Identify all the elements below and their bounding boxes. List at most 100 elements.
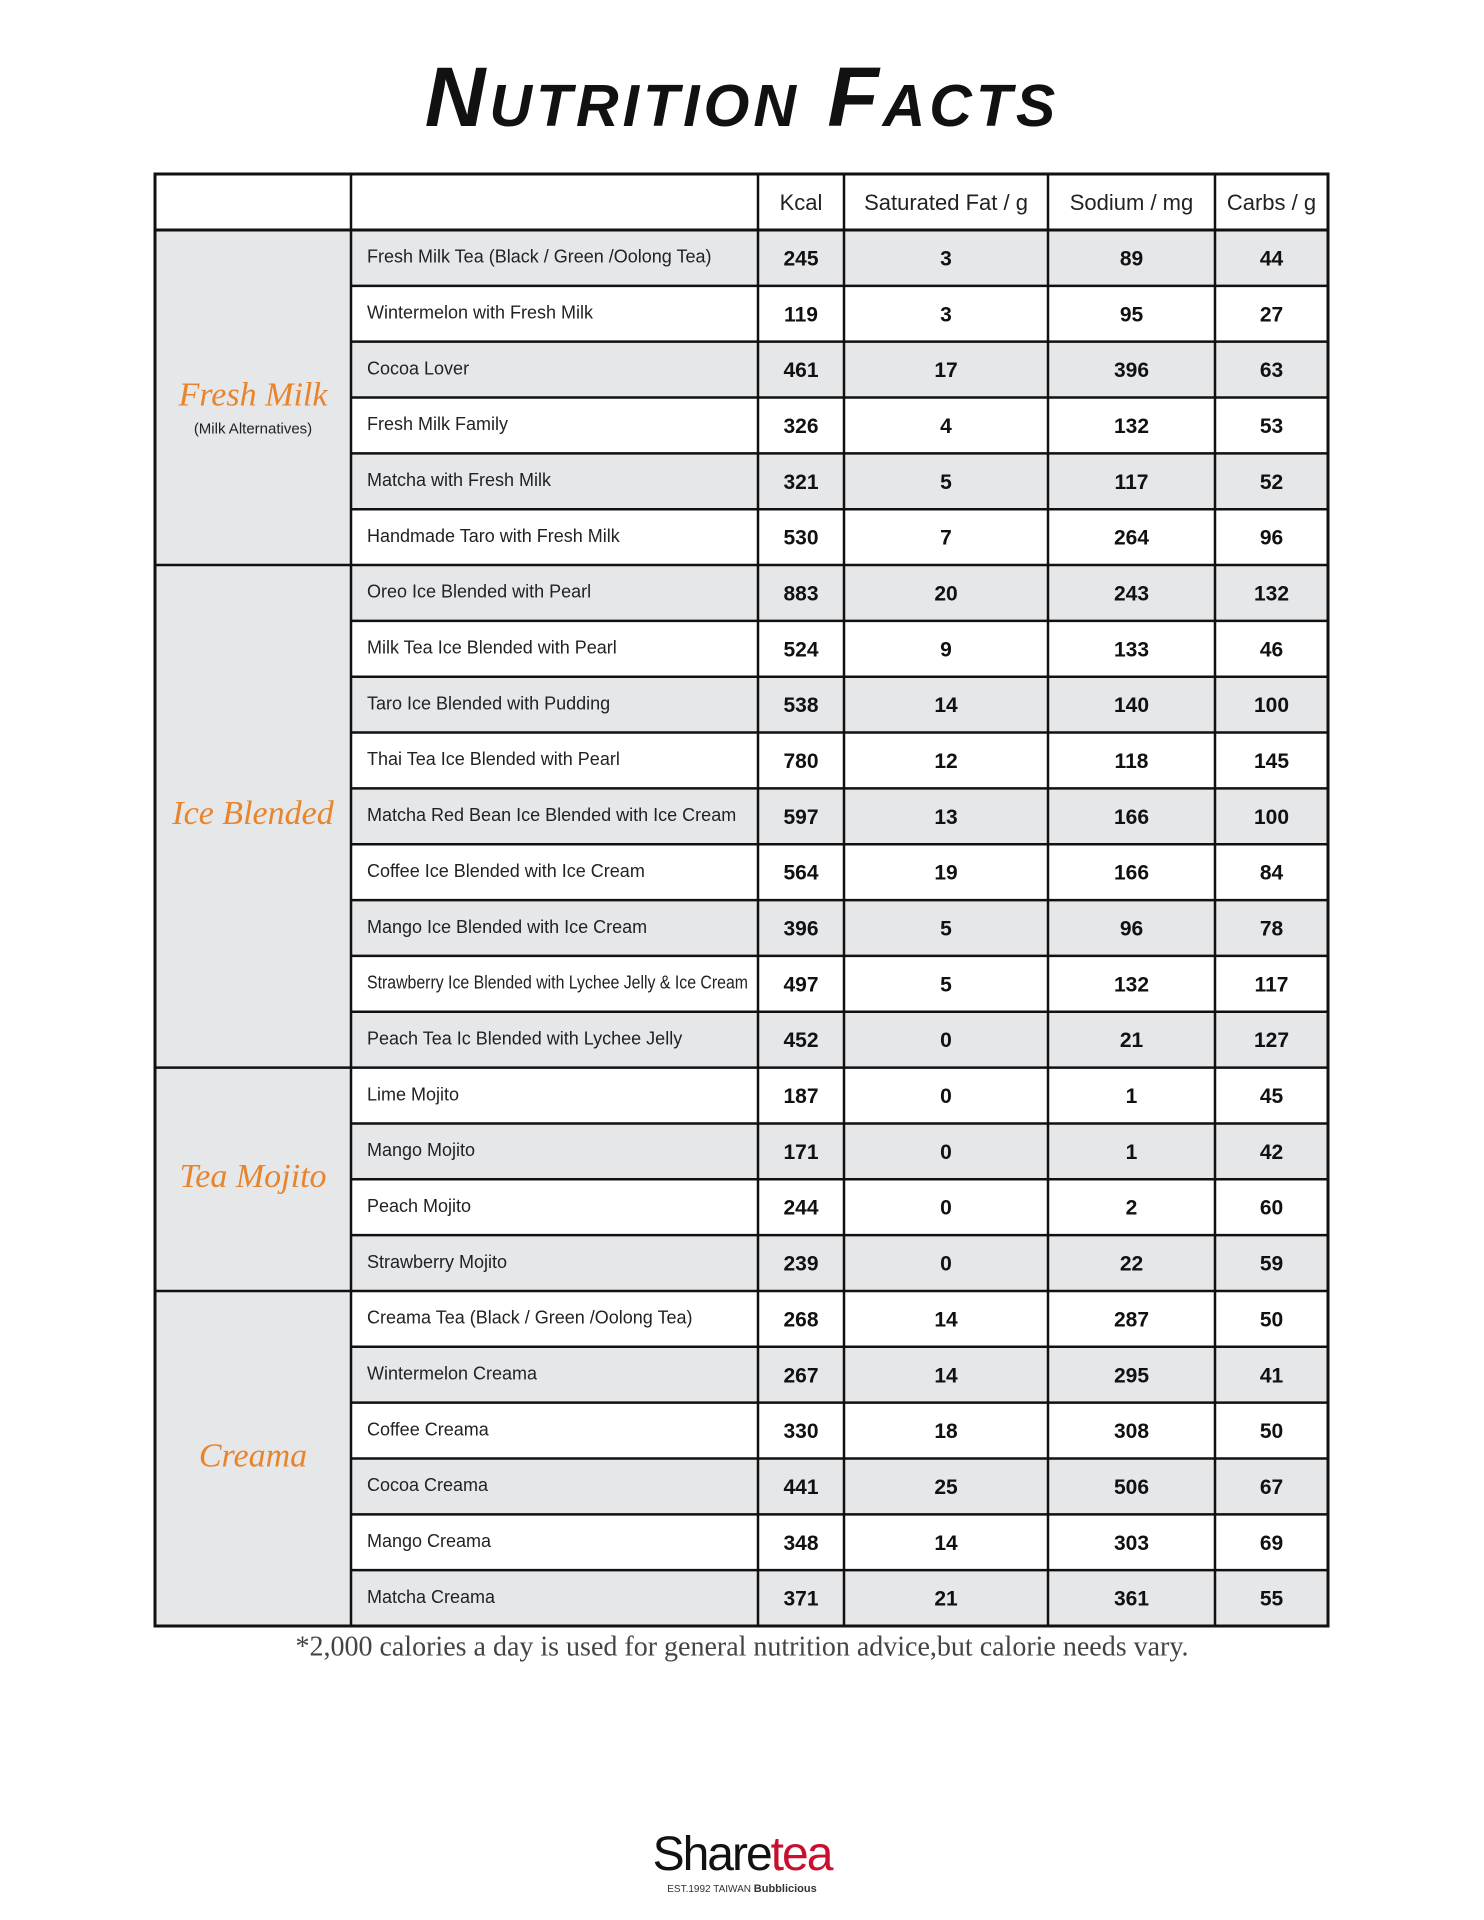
table-border	[153, 172, 1330, 1628]
item-name: Matcha Red Bean Ice Blended with Ice Cre…	[367, 805, 736, 825]
nutrient-value: 53	[1260, 415, 1283, 438]
item-name: Fresh Milk Tea (Black / Green /Oolong Te…	[367, 247, 711, 267]
nutrient-value: 243	[1114, 583, 1149, 606]
nutrient-value: 321	[783, 471, 818, 494]
nutrient-value: 396	[1114, 359, 1149, 382]
item-name: Oreo Ice Blended with Pearl	[367, 582, 591, 602]
nutrient-value: 13	[934, 806, 957, 829]
nutrient-value: 7	[940, 527, 952, 550]
nutrient-value: 46	[1260, 638, 1283, 661]
group-name: Fresh Milk	[178, 376, 329, 413]
nutrient-value: 60	[1260, 1197, 1283, 1220]
item-name: Lime Mojito	[367, 1084, 459, 1104]
nutrient-value: 244	[783, 1197, 818, 1220]
row-shade	[351, 1458, 1328, 1515]
nutrient-value: 330	[783, 1420, 818, 1443]
title: Nutrition Facts	[425, 50, 1060, 144]
row-shade	[351, 676, 1328, 733]
group-note: (Milk Alternatives)	[194, 420, 312, 437]
row-shade	[351, 341, 1328, 398]
group-cell	[155, 1067, 351, 1291]
nutrient-value: 117	[1255, 973, 1289, 996]
item-name: Cocoa Creama	[367, 1475, 489, 1495]
row-shade	[351, 453, 1328, 510]
nutrient-value: 96	[1260, 527, 1283, 550]
nutrient-value: 41	[1260, 1364, 1284, 1387]
nutrient-value: 42	[1260, 1141, 1283, 1164]
nutrient-value: 17	[934, 359, 957, 382]
nutrient-value: 3	[940, 247, 952, 270]
nutrient-value: 5	[940, 471, 952, 494]
nutrient-value: 264	[1114, 527, 1149, 550]
group-name: Tea Mojito	[179, 1158, 326, 1195]
nutrient-value: 452	[783, 1029, 818, 1052]
nutrient-value: 166	[1114, 862, 1149, 885]
nutrient-value: 22	[1120, 1253, 1143, 1276]
item-name: Fresh Milk Family	[367, 414, 508, 434]
nutrient-value: 21	[1120, 1029, 1144, 1052]
row-shade	[351, 788, 1328, 845]
nutrient-value: 326	[783, 415, 818, 438]
nutrient-value: 127	[1254, 1029, 1289, 1052]
nutrient-value: 0	[940, 1197, 952, 1220]
row-shade	[351, 1346, 1328, 1403]
nutrient-value: 84	[1260, 862, 1284, 885]
nutrient-value: 25	[934, 1476, 958, 1499]
item-name: Handmade Taro with Fresh Milk	[367, 526, 621, 546]
item-name: Creama Tea (Black / Green /Oolong Tea)	[367, 1308, 693, 1328]
nutrient-value: 14	[934, 694, 958, 717]
nutrient-value: 171	[783, 1141, 818, 1164]
nutrient-value: 132	[1114, 973, 1149, 996]
nutrient-value: 89	[1120, 247, 1143, 270]
nutrient-value: 145	[1254, 750, 1289, 773]
logo-share: Share	[653, 1828, 771, 1881]
nutrient-value: 132	[1114, 415, 1149, 438]
row-shade	[351, 565, 1328, 621]
nutrient-value: 268	[783, 1308, 818, 1331]
nutrient-value: 14	[934, 1364, 958, 1387]
item-name: Cocoa Lover	[367, 358, 469, 378]
nutrient-value: 308	[1114, 1420, 1149, 1443]
item-name: Coffee Ice Blended with Ice Cream	[367, 861, 645, 881]
nutrient-value: 45	[1260, 1085, 1284, 1108]
logo: Sharetea	[653, 1828, 834, 1881]
row-shade	[351, 230, 1328, 286]
nutrient-value: 245	[783, 247, 818, 270]
nutrient-value: 3	[940, 303, 952, 326]
group-cell	[155, 565, 351, 1068]
item-name: Thai Tea Ice Blended with Pearl	[367, 749, 620, 769]
nutrient-value: 564	[783, 862, 818, 885]
item-name: Matcha with Fresh Milk	[367, 470, 552, 490]
nutrient-value: 295	[1114, 1364, 1149, 1387]
item-name: Strawberry Mojito	[367, 1252, 507, 1272]
row-shade	[351, 900, 1328, 956]
nutrient-value: 133	[1114, 638, 1149, 661]
nutrient-value: 287	[1114, 1308, 1149, 1331]
nutrient-value: 21	[934, 1588, 958, 1611]
footnote: *2,000 calories a day is used for genera…	[295, 1631, 1188, 1662]
nutrient-value: 5	[940, 918, 952, 941]
nutrient-value: 267	[783, 1364, 818, 1387]
nutrient-value: 597	[783, 806, 818, 829]
row-shade	[351, 1011, 1328, 1068]
nutrient-value: 361	[1114, 1588, 1149, 1611]
nutrient-value: 50	[1260, 1420, 1283, 1443]
nutrient-value: 396	[783, 918, 818, 941]
item-name: Strawberry Ice Blended with Lychee Jelly…	[367, 973, 748, 993]
nutrient-value: 100	[1254, 694, 1289, 717]
nutrient-value: 55	[1260, 1588, 1284, 1611]
nutrient-value: 497	[783, 973, 818, 996]
nutrient-value: 441	[783, 1476, 818, 1499]
nutrient-value: 883	[783, 583, 818, 606]
nutrient-value: 1	[1126, 1141, 1138, 1164]
nutrient-value: 67	[1260, 1476, 1283, 1499]
nutrient-value: 140	[1114, 694, 1149, 717]
nutrient-value: 19	[934, 862, 957, 885]
nutrient-value: 530	[783, 527, 818, 550]
nutrient-value: 78	[1260, 918, 1284, 941]
row-shade	[351, 1235, 1328, 1291]
item-name: Wintermelon with Fresh Milk	[367, 303, 594, 323]
nutrient-value: 100	[1254, 806, 1289, 829]
item-name: Peach Tea Ic Blended with Lychee Jelly	[367, 1028, 682, 1048]
